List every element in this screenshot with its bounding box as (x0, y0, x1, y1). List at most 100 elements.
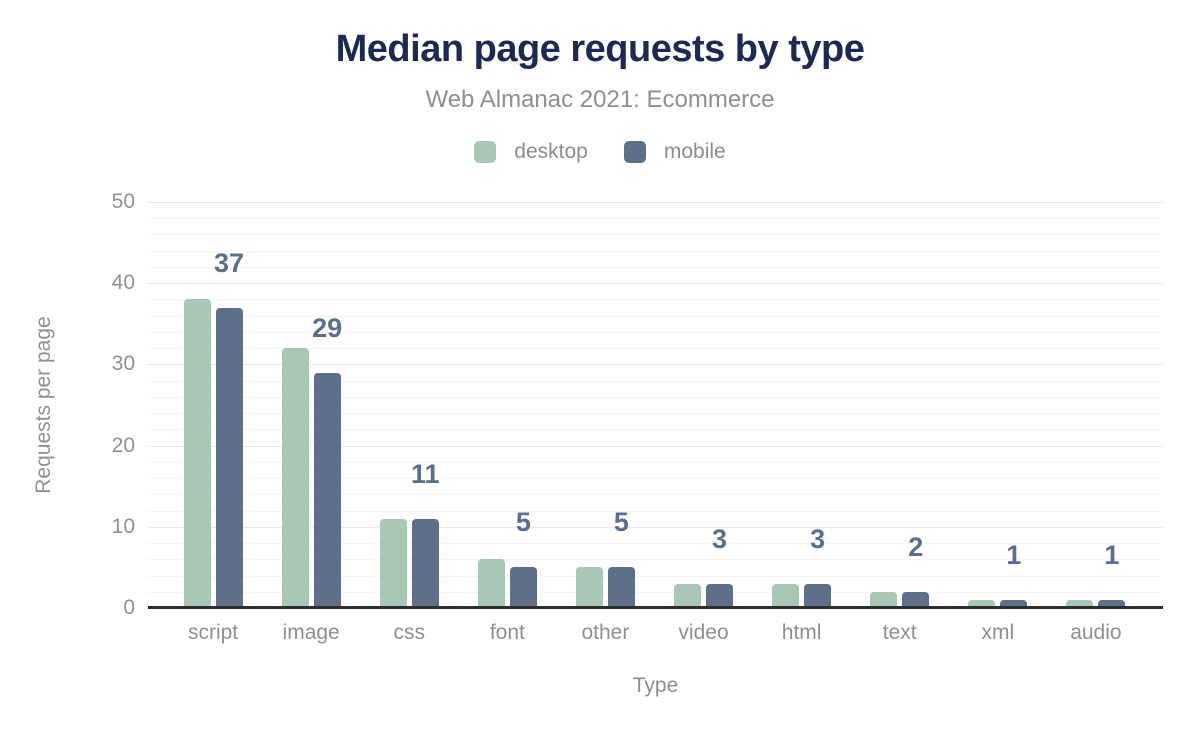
bar-group-script: 37 script (164, 202, 262, 644)
minor-gridline (148, 543, 1163, 545)
mobile-bar-css (411, 518, 439, 608)
legend: desktop mobile (0, 140, 1200, 164)
x-tick-label-other: other (581, 621, 630, 644)
bar-pair: 1 (1066, 540, 1126, 608)
y-tick-label: 50 (111, 190, 135, 213)
desktop-bar-html (772, 583, 800, 608)
bar-pair: 11 (379, 459, 440, 608)
mobile-bar-wrap: 29 (312, 313, 342, 608)
mobile-bar-xml (1000, 599, 1028, 608)
major-gridline (148, 364, 1163, 366)
desktop-bar-audio (1066, 599, 1094, 608)
mobile-bar-font (509, 567, 537, 608)
minor-gridline (148, 266, 1163, 268)
mobile-bar-wrap: 3 (804, 524, 832, 608)
x-tick-label-font: font (489, 621, 525, 644)
mobile-bar-wrap: 37 (214, 248, 244, 608)
x-tick-label-html: html (781, 621, 822, 644)
mobile-bar-wrap: 3 (706, 524, 734, 608)
bar-value-label: 1 (1104, 539, 1120, 570)
bar-group-other: 5 other (556, 202, 654, 644)
bar-pair: 3 (772, 524, 832, 608)
y-tick-label: 30 (111, 352, 135, 376)
bar-value-label: 37 (214, 247, 245, 278)
major-gridline (148, 445, 1163, 447)
mobile-bar-html (804, 583, 832, 608)
desktop-bar-css (379, 518, 407, 608)
bar-group-audio: 1 audio (1047, 202, 1145, 644)
minor-gridline (148, 591, 1163, 593)
mobile-bar-script (215, 307, 243, 608)
x-axis-line (148, 606, 1163, 609)
desktop-bar-image (281, 348, 309, 608)
minor-gridline (148, 510, 1163, 512)
bar-groups: 37 script 29 image 11 css 5 font 5 other 3 video 3 ht… (148, 202, 1163, 644)
x-tick-label-video: video (678, 621, 729, 644)
bar-value-label: 3 (712, 523, 728, 554)
y-tick-label: 10 (111, 514, 135, 538)
bar-pair: 5 (477, 507, 537, 608)
bar-pair: 3 (674, 524, 734, 608)
bar-group-video: 3 video (654, 202, 752, 644)
minor-gridline (148, 331, 1163, 333)
minor-gridline (148, 380, 1163, 382)
minor-gridline (148, 429, 1163, 431)
desktop-bar-font (477, 559, 505, 608)
x-tick-label-image: image (282, 621, 340, 644)
y-tick-label: 0 (123, 596, 135, 619)
y-axis-title: Requests per page (32, 316, 55, 494)
minor-gridline (148, 315, 1163, 317)
bar-value-label: 1 (1006, 539, 1022, 570)
mobile-bar-image (313, 372, 341, 608)
minor-gridline (148, 494, 1163, 496)
bar-pair: 2 (870, 532, 930, 608)
minor-gridline (148, 559, 1163, 561)
minor-gridline (148, 413, 1163, 415)
bar-pair: 29 (281, 313, 342, 608)
mobile-bar-wrap: 1 (1000, 540, 1028, 608)
x-axis-title: Type (632, 674, 679, 697)
mobile-bar-wrap: 2 (902, 532, 930, 608)
legend-item-mobile[interactable]: mobile (623, 140, 726, 164)
mobile-bar-wrap: 5 (607, 507, 635, 608)
desktop-swatch-icon (474, 141, 497, 163)
y-tick-label: 20 (111, 433, 135, 457)
minor-gridline (148, 478, 1163, 480)
minor-gridline (148, 234, 1163, 236)
bar-pair: 1 (968, 540, 1028, 608)
bar-value-label: 29 (312, 312, 343, 343)
bar-pair: 37 (183, 248, 244, 608)
x-tick-label-css: css (393, 621, 425, 644)
mobile-bar-other (607, 567, 635, 608)
minor-gridline (148, 348, 1163, 350)
bar-group-html: 3 html (753, 202, 851, 644)
chart-title: Median page requests by type (335, 28, 865, 70)
bar-group-css: 11 css (360, 202, 458, 644)
minor-gridline (148, 299, 1163, 301)
minor-gridline (148, 396, 1163, 398)
bar-value-label: 5 (613, 507, 629, 538)
legend-item-desktop[interactable]: desktop (474, 140, 588, 164)
bar-value-label: 3 (810, 523, 826, 554)
minor-gridline (148, 218, 1163, 220)
mobile-bar-audio (1098, 599, 1126, 608)
y-tick-label: 40 (111, 271, 135, 295)
mobile-swatch-icon (623, 141, 646, 163)
bar-value-label: 11 (410, 458, 440, 489)
mobile-bar-video (706, 583, 734, 608)
mobile-bar-wrap: 11 (411, 459, 440, 608)
mobile-bar-text (902, 591, 930, 608)
bar-group-text: 2 text (851, 202, 949, 644)
chart-subtitle: Web Almanac 2021: Ecommerce (425, 86, 775, 113)
bar-group-font: 5 font (458, 202, 556, 644)
minor-gridline (148, 461, 1163, 463)
bar-group-image: 29 image (262, 202, 360, 644)
x-tick-label-xml: xml (981, 621, 1015, 644)
major-gridline (148, 202, 1163, 203)
x-tick-label-audio: audio (1070, 621, 1122, 644)
major-gridline (148, 526, 1163, 528)
x-tick-label-script: script (187, 621, 239, 644)
bar-group-xml: 1 xml (949, 202, 1047, 644)
plot-area: 37 script 29 image 11 css 5 font 5 other 3 video 3 ht… (112, 191, 1163, 697)
